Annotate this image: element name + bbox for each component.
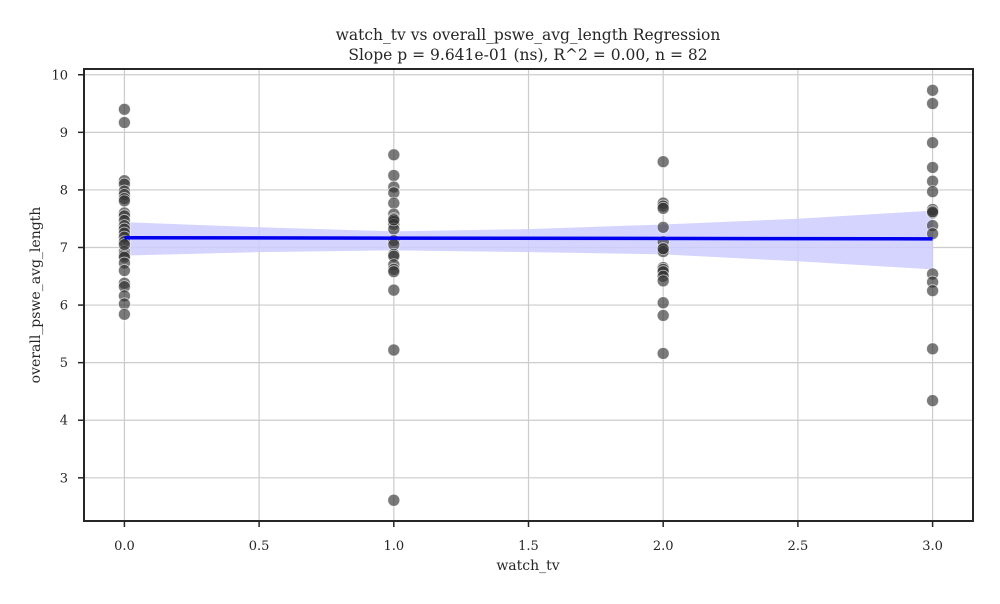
y-tick-label: 5 xyxy=(60,356,68,371)
data-point xyxy=(656,274,670,288)
x-tick-label: 2.5 xyxy=(788,539,809,554)
chart-subtitle: Slope p = 9.641e-01 (ns), R^2 = 0.00, n … xyxy=(348,46,707,64)
data-point xyxy=(387,493,401,507)
points-layer xyxy=(118,83,939,507)
data-point xyxy=(656,201,670,215)
y-tick-label: 3 xyxy=(60,471,68,486)
y-tick-label: 8 xyxy=(60,183,68,198)
data-point xyxy=(656,220,670,234)
data-point xyxy=(387,265,401,279)
data-point xyxy=(926,97,939,110)
data-point xyxy=(387,283,401,297)
data-point xyxy=(118,116,131,129)
y-axis-label: overall_pswe_avg_length xyxy=(28,207,44,384)
regression-line xyxy=(124,235,933,241)
data-point xyxy=(656,347,670,360)
data-point xyxy=(118,264,131,277)
y-tick-label: 6 xyxy=(60,299,68,314)
data-point xyxy=(387,343,401,357)
data-point xyxy=(926,394,939,408)
regression-line-layer xyxy=(124,235,933,241)
data-point xyxy=(926,161,939,174)
data-point xyxy=(656,296,670,310)
data-point xyxy=(656,155,670,169)
data-point xyxy=(926,83,939,97)
x-tick-label: 0.0 xyxy=(114,539,135,554)
data-point xyxy=(118,194,131,208)
y-tick-label: 7 xyxy=(60,241,68,256)
data-point xyxy=(926,205,939,219)
y-tick-label: 4 xyxy=(60,414,68,429)
y-tick-label: 9 xyxy=(60,126,68,141)
x-tick-label: 1.5 xyxy=(518,539,539,554)
data-point xyxy=(926,227,939,241)
x-tick-label: 2.0 xyxy=(653,539,674,554)
data-point xyxy=(118,307,131,321)
x-tick-label: 0.5 xyxy=(249,539,270,554)
chart-title: watch_tv vs overall_pswe_avg_length Regr… xyxy=(336,26,721,44)
data-point xyxy=(387,196,401,210)
data-point xyxy=(926,342,939,356)
x-axis-label: watch_tv xyxy=(496,558,559,574)
data-point xyxy=(387,169,401,182)
grid-layer xyxy=(84,69,973,521)
data-point xyxy=(656,242,670,256)
data-point xyxy=(926,185,939,199)
data-point xyxy=(118,238,131,252)
data-point xyxy=(926,284,939,298)
data-point xyxy=(926,136,939,150)
x-tick-label: 1.0 xyxy=(383,539,404,554)
x-tick-label: 3.0 xyxy=(922,539,943,554)
data-point xyxy=(387,213,401,227)
data-point xyxy=(656,309,670,322)
axes-layer: 0.0 0.5 1.0 1.5 2.0 2.5 3.0 3 4 5 6 7 8 9 10 xyxy=(51,68,974,554)
data-point xyxy=(387,148,401,162)
data-point xyxy=(118,102,131,116)
y-tick-label: 10 xyxy=(51,68,68,83)
